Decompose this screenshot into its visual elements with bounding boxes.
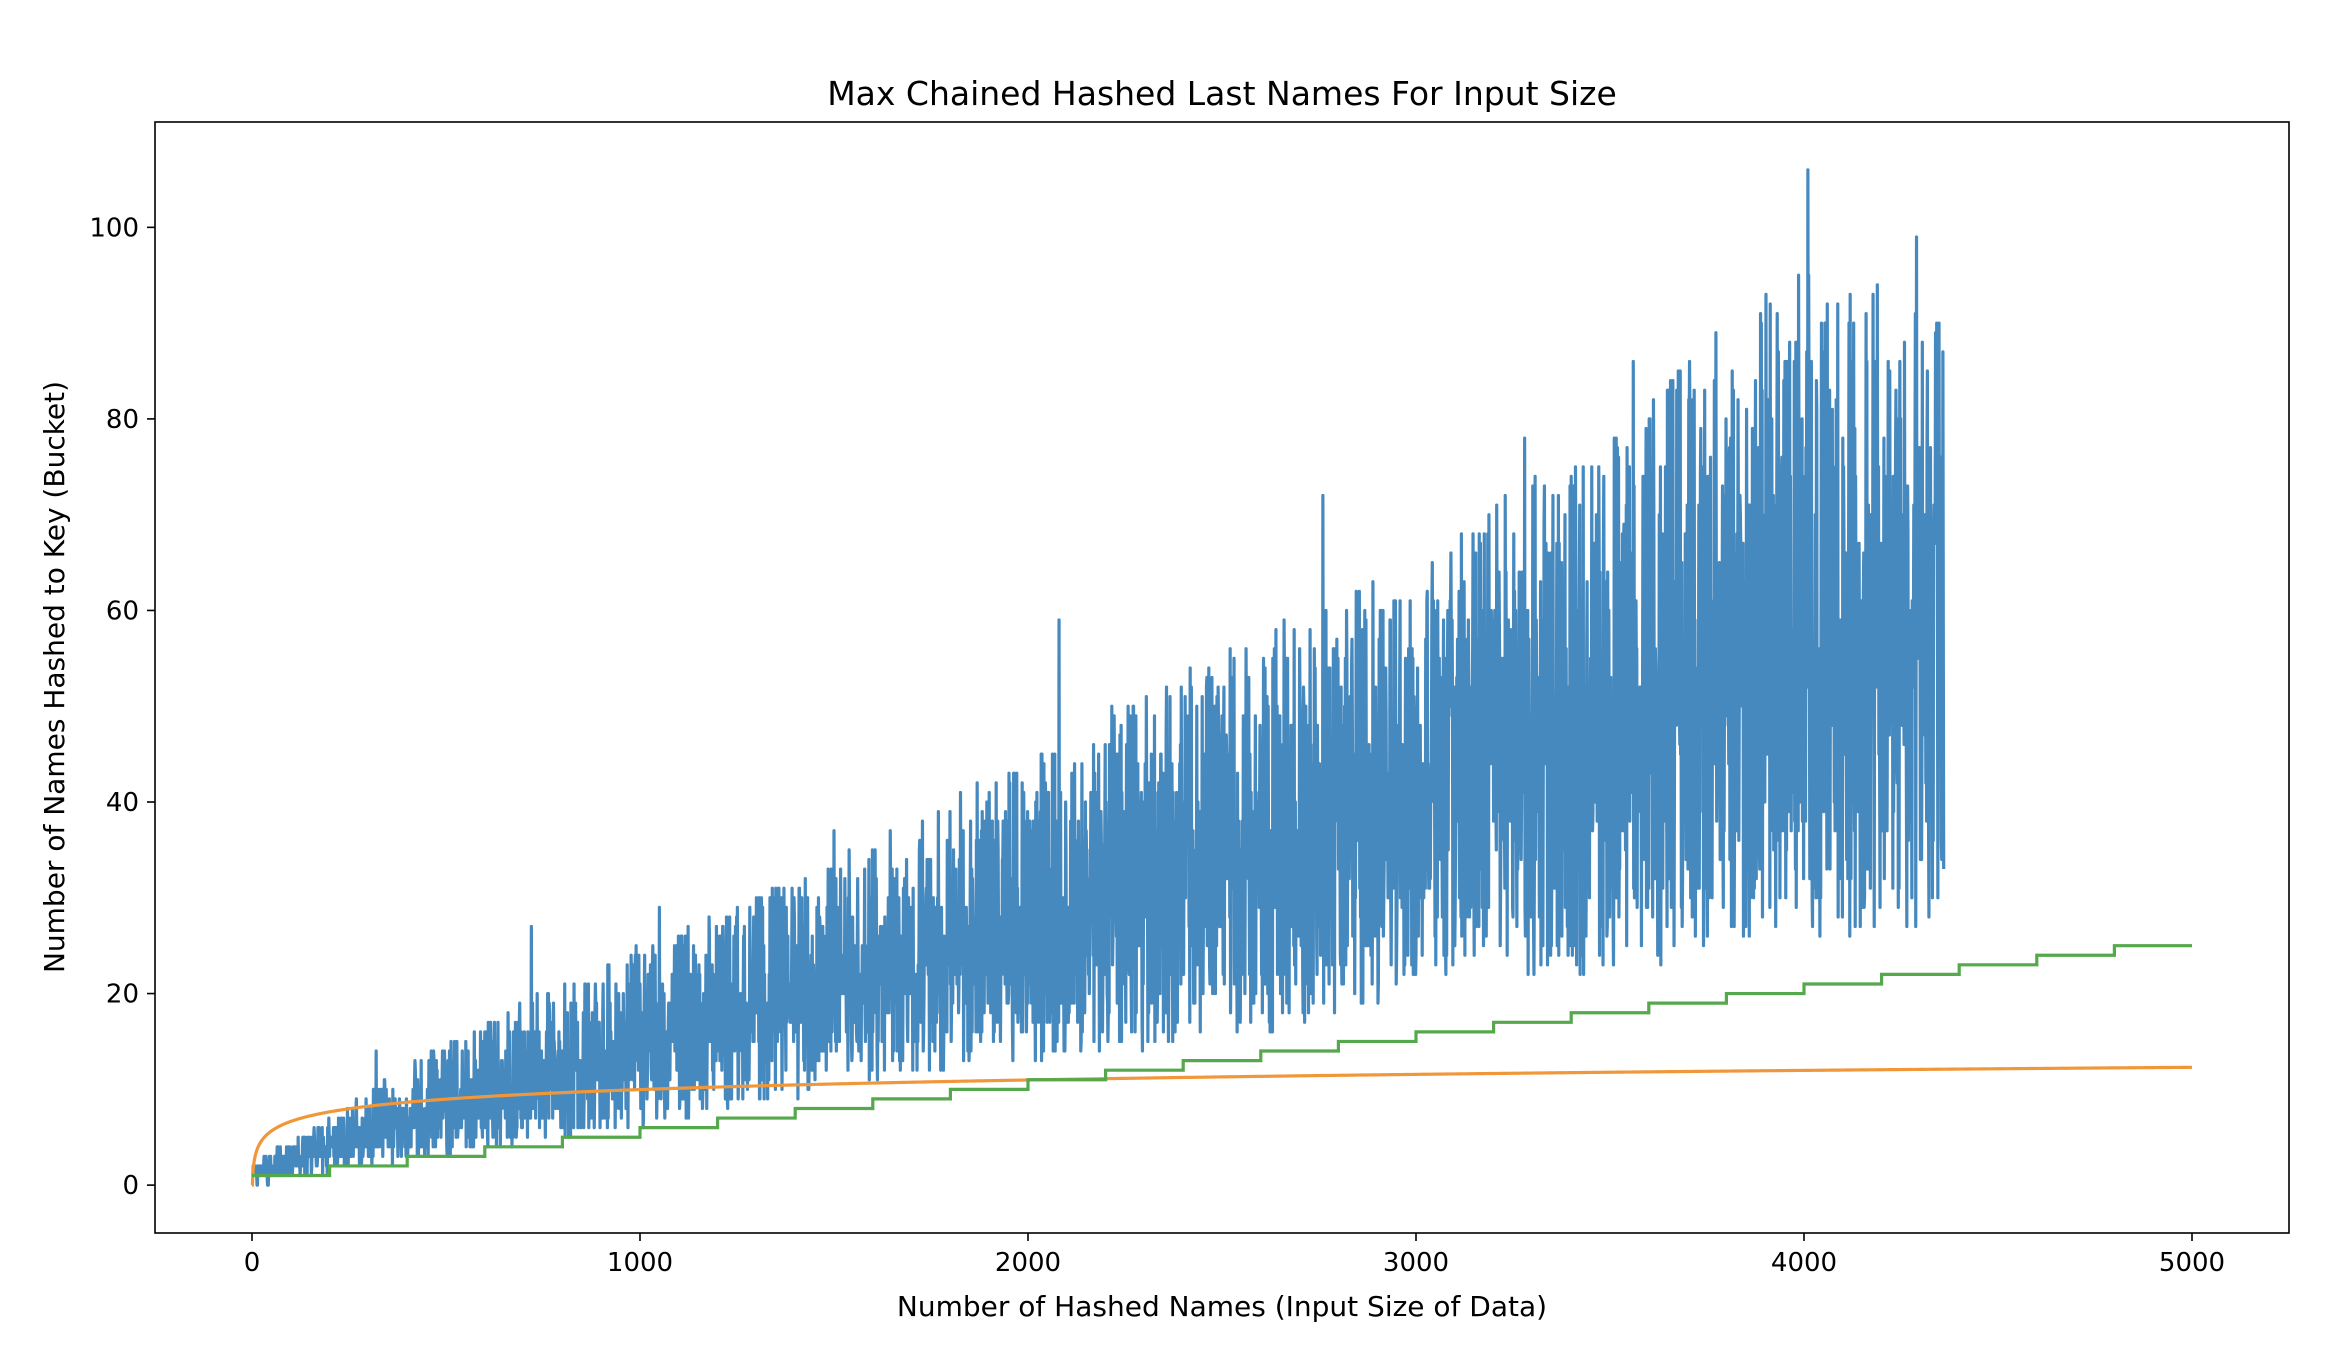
y-tick-label: 60 [106, 596, 139, 626]
y-tick-label: 80 [106, 405, 139, 435]
plot-frame [154, 121, 2290, 1234]
x-axis-title: Number of Hashed Names (Input Size of Da… [897, 1290, 1547, 1323]
x-tick-label: 5000 [2159, 1248, 2225, 1278]
x-tick-label: 2000 [995, 1248, 1061, 1278]
series-line-log [250, 1065, 2193, 1187]
y-axis-title: Number of Names Hashed to Key (Bucket) [38, 381, 71, 973]
y-tick-label: 40 [106, 788, 139, 818]
y-tick-label: 20 [106, 980, 139, 1010]
x-tick-label: 4000 [1771, 1248, 1837, 1278]
series-line-step [252, 944, 2192, 1178]
y-tick-label: 0 [122, 1171, 139, 1201]
x-tick-label: 3000 [1383, 1248, 1449, 1278]
x-tick-label: 1000 [607, 1248, 673, 1278]
series-layer [250, 168, 2193, 1187]
ticks-layer: 0 1000 2000 3000 4000 5000 0 20 40 60 80 100 [89, 213, 2225, 1278]
x-tick-label: 0 [244, 1248, 261, 1278]
y-tick-label: 100 [89, 213, 139, 243]
series-line-max-chain [250, 168, 1946, 1187]
chart-title: Max Chained Hashed Last Names For Input … [827, 74, 1617, 113]
